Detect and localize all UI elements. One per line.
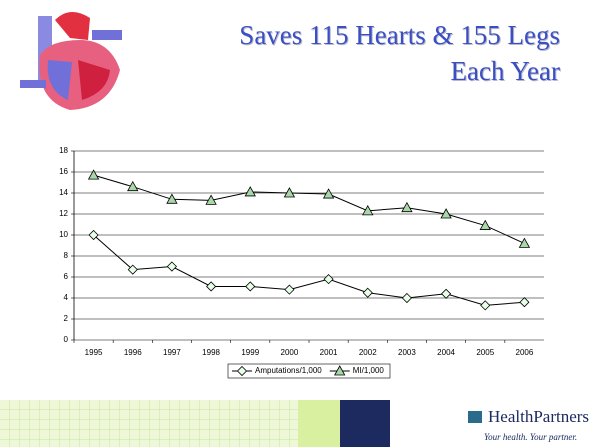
diamond-marker	[481, 301, 490, 310]
x-tick-label: 2004	[437, 348, 455, 357]
y-tick-label: 14	[59, 188, 68, 197]
x-tick-label: 1997	[163, 348, 181, 357]
y-tick-label: 2	[64, 314, 69, 323]
triangle-marker	[480, 221, 490, 230]
diamond-marker	[363, 288, 372, 297]
diamond-marker	[442, 289, 451, 298]
triangle-marker	[519, 238, 529, 247]
triangle-marker	[402, 203, 412, 212]
series-line	[94, 235, 525, 305]
legend-label: Amputations/1,000	[255, 366, 322, 375]
x-tick-label: 2003	[398, 348, 416, 357]
y-tick-label: 12	[59, 209, 68, 218]
y-tick-label: 4	[64, 293, 69, 302]
logo: HealthPartners	[488, 407, 589, 426]
triangle-marker	[89, 170, 99, 179]
diamond-marker	[324, 275, 333, 284]
triangle-marker	[167, 194, 177, 203]
x-tick-label: 1998	[202, 348, 220, 357]
diamond-marker	[207, 282, 216, 291]
y-tick-label: 10	[59, 230, 68, 239]
x-tick-label: 2005	[476, 348, 494, 357]
y-tick-label: 18	[59, 146, 68, 155]
triangle-marker	[128, 182, 138, 191]
tagline: Your health. Your partner.	[484, 432, 577, 442]
slide: Saves 115 Hearts & 155 Legs Each Year He…	[0, 0, 594, 447]
y-tick-label: 6	[64, 272, 69, 281]
diamond-marker	[246, 282, 255, 291]
series-line	[94, 175, 525, 243]
x-tick-label: 1999	[241, 348, 259, 357]
y-tick-label: 0	[64, 335, 69, 344]
x-tick-label: 2001	[320, 348, 338, 357]
diamond-marker	[285, 285, 294, 294]
triangle-marker	[245, 187, 255, 196]
x-tick-label: 1995	[85, 348, 103, 357]
x-tick-label: 1996	[124, 348, 142, 357]
x-tick-label: 2006	[516, 348, 534, 357]
x-tick-label: 2002	[359, 348, 377, 357]
diamond-marker	[167, 262, 176, 271]
y-tick-label: 8	[64, 251, 69, 260]
legend-label: MI/1,000	[353, 366, 385, 375]
diamond-marker	[402, 294, 411, 303]
heart-diagram	[14, 12, 138, 124]
title-line: Each Year	[451, 56, 560, 86]
y-tick-label: 16	[59, 167, 68, 176]
x-tick-label: 2000	[281, 348, 299, 357]
diamond-marker	[520, 298, 529, 307]
title-line: Saves 115 Hearts & 155 Legs	[239, 20, 560, 50]
footer: HealthPartners Your health. Your partner…	[0, 400, 594, 447]
